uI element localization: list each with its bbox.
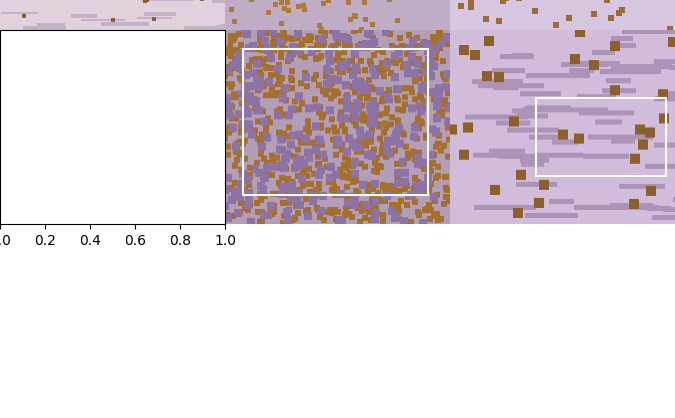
- Bar: [243, 49, 427, 195]
- Bar: [535, 98, 666, 176]
- Bar: [11, 84, 157, 185]
- Text: MACULAR PKDL: MACULAR PKDL: [504, 10, 621, 23]
- Text: HEALTHY CONTROL: HEALTHY CONTROL: [41, 10, 184, 23]
- Text: POLYMORPHIC  PKDL: POLYMORPHIC PKDL: [260, 10, 415, 23]
